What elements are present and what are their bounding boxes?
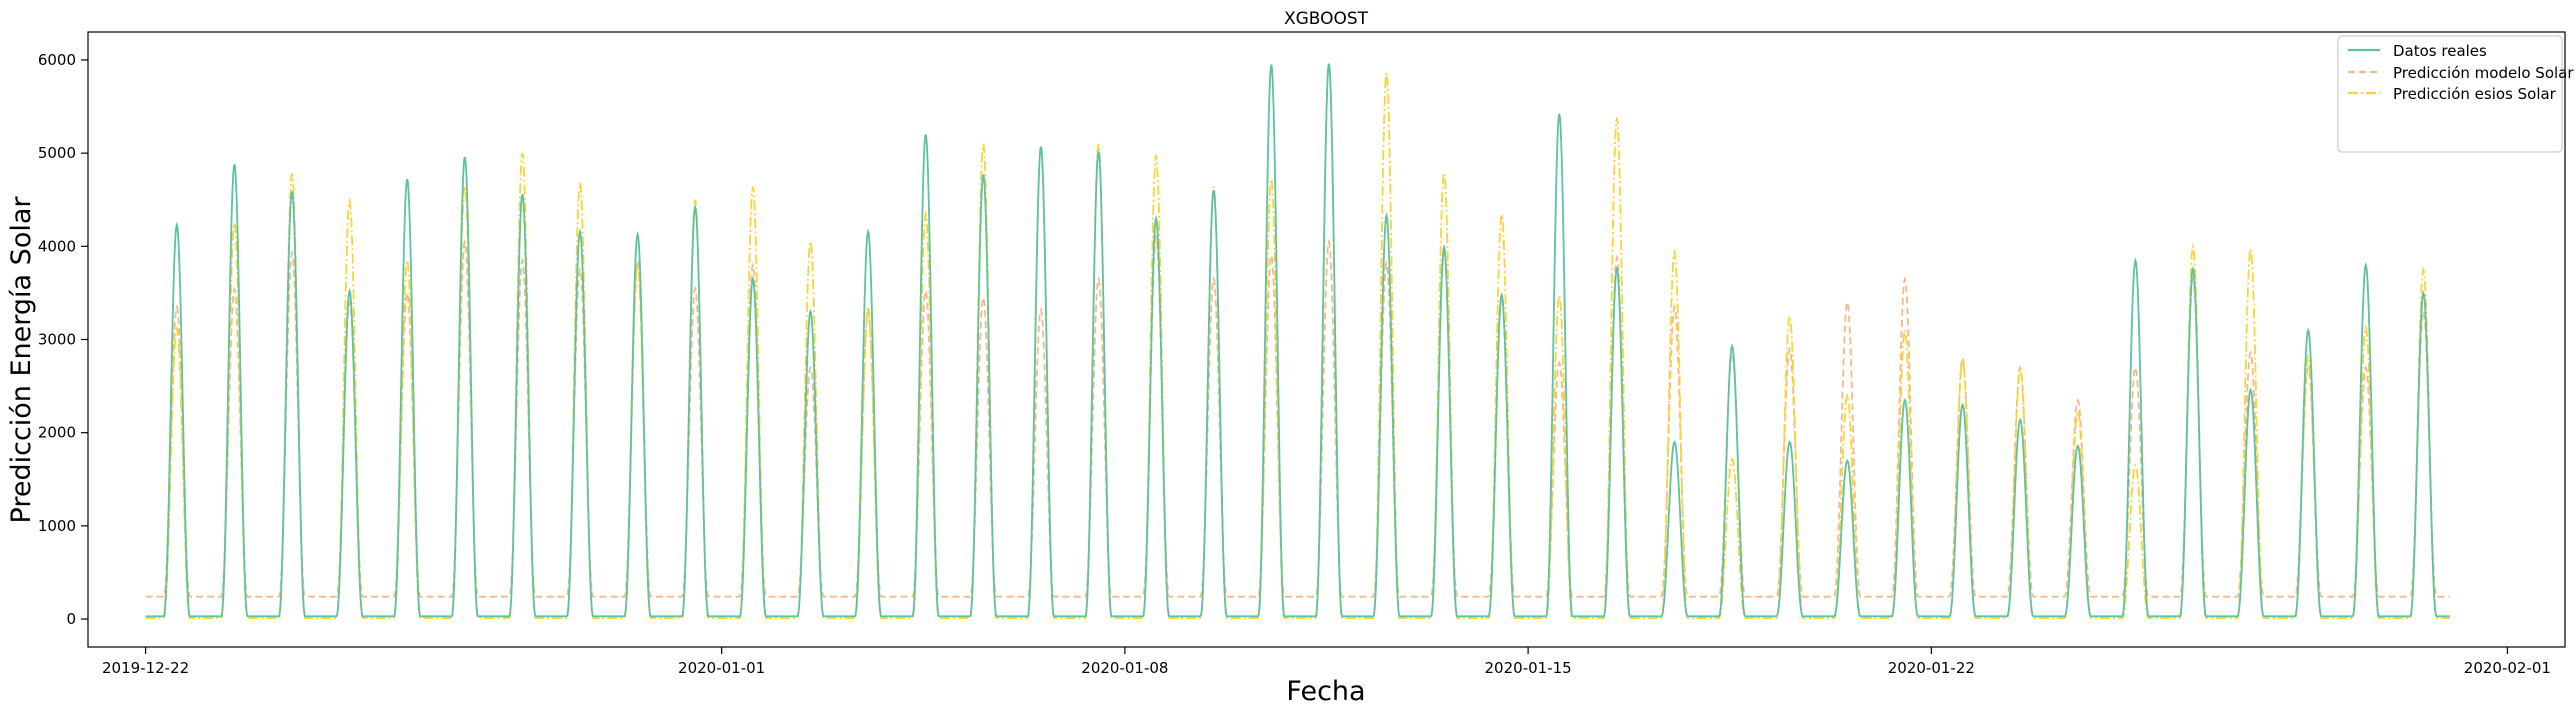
series-line-modelo [145, 233, 2450, 598]
plot-area-frame [87, 31, 2566, 648]
x-tick-label: 2020-01-22 [1888, 659, 1975, 677]
y-axis-label: Predicción Energía Solar [6, 196, 37, 524]
series-layer [145, 62, 2450, 619]
y-tick-label: 0 [66, 610, 76, 628]
x-tick-label: 2020-01-15 [1485, 659, 1572, 677]
x-axis-label: Fecha [1286, 676, 1365, 707]
series-line-reales [145, 63, 2450, 618]
legend: Datos reales Predicción modelo Solar Pre… [2337, 35, 2574, 153]
series-line-esios [145, 62, 2450, 619]
x-tick-label: 2020-01-08 [1081, 659, 1168, 677]
x-tick-label: 2019-12-22 [102, 659, 189, 677]
legend-label-reales: Datos reales [2393, 42, 2487, 60]
x-tick-label: 2020-01-01 [678, 659, 765, 677]
x-tick-label: 2020-02-01 [2464, 659, 2551, 677]
y-tick-label: 4000 [38, 237, 76, 255]
legend-label-esios: Predicción esios Solar [2393, 85, 2557, 103]
legend-frame [2337, 35, 2563, 153]
y-tick-label: 6000 [38, 51, 76, 69]
legend-label-modelo: Predicción modelo Solar [2393, 64, 2574, 82]
chart-title: XGBOOST [1284, 9, 1369, 29]
y-tick-label: 2000 [38, 424, 76, 442]
y-tick-label: 5000 [38, 144, 76, 162]
axis-layer: 0 1000 2000 3000 4000 5000 6000 2019-12-22 2020-… [38, 51, 2551, 677]
y-tick-label: 3000 [38, 331, 76, 349]
y-tick-label: 1000 [38, 517, 76, 535]
